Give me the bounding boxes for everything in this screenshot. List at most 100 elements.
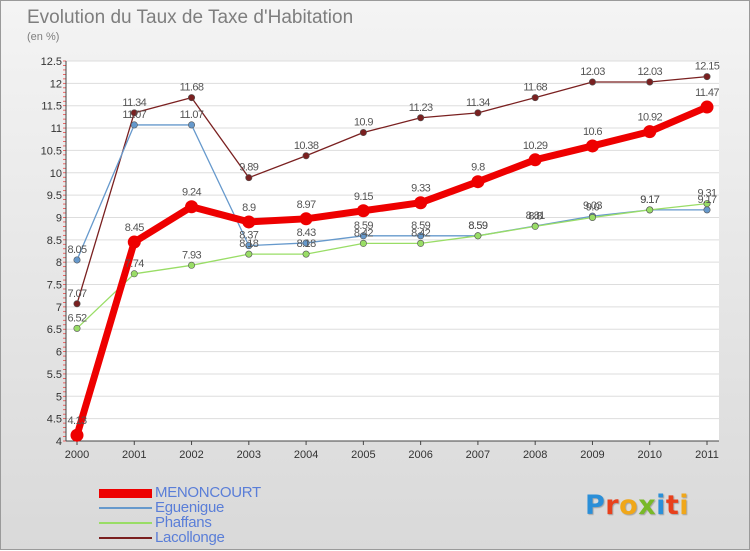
x-tick-label: 2008 <box>523 449 547 461</box>
series-line-phaffans <box>76 202 708 329</box>
legend-label: Phaffans <box>155 514 212 531</box>
data-point-menoncourt <box>585 139 599 153</box>
data-label-eguenigue: 8.81 <box>526 210 545 222</box>
data-label-menoncourt: 4.13 <box>67 415 86 427</box>
chart-title: Evolution du Taux de Taxe d'Habitation <box>27 7 354 28</box>
data-point-phaffans <box>188 261 196 269</box>
logo-letter: o <box>619 490 639 521</box>
data-point-lacollonge <box>646 78 654 86</box>
data-label-phaffans: 6.52 <box>67 312 86 324</box>
data-label-phaffans: 8.18 <box>239 238 258 250</box>
data-point-lacollonge <box>531 94 539 102</box>
data-label-lacollonge: 11.68 <box>523 82 547 94</box>
data-label-layer: 4.13 8.45 9.24 8.9 8.97 9.15 9.33 9.8 10.29 10.6 1… <box>67 61 720 428</box>
x-tick-label: 2011 <box>695 449 719 461</box>
data-point-phaffans <box>302 250 310 258</box>
x-tick-label: 2000 <box>65 449 89 461</box>
data-label-eguenigue: 8.43 <box>297 227 316 239</box>
x-tick-label: 2010 <box>637 449 661 461</box>
data-label-lacollonge: 7.07 <box>67 288 86 300</box>
data-point-lacollonge <box>417 114 425 122</box>
y-tick-label: 5.5 <box>47 369 62 381</box>
data-point-phaffans <box>646 206 654 214</box>
grid-layer <box>66 60 719 442</box>
y-tick-label: 5 <box>56 391 62 403</box>
data-point-menoncourt <box>643 125 657 139</box>
data-label-phaffans: 9.17 <box>640 194 659 206</box>
logo-letter: x <box>638 490 657 521</box>
logo-letter: P <box>585 490 606 521</box>
data-label-menoncourt: 8.97 <box>297 199 316 211</box>
data-point-phaffans <box>359 239 367 247</box>
data-label-eguenigue: 9.17 <box>697 194 716 206</box>
y-tick-label: 4.5 <box>47 414 62 426</box>
y-tick-label: 9.5 <box>47 190 62 202</box>
data-label-menoncourt: 9.15 <box>354 191 373 203</box>
logo-letter: r <box>605 490 620 521</box>
data-point-eguenigue <box>130 121 138 129</box>
data-point-phaffans <box>588 213 596 221</box>
data-point-menoncourt <box>70 428 84 442</box>
data-point-menoncourt <box>242 215 256 229</box>
proxiti-logo: Proxiti <box>585 490 689 521</box>
legend-label: Lacollonge <box>155 529 225 546</box>
data-point-lacollonge <box>130 109 138 117</box>
data-point-menoncourt <box>414 196 428 210</box>
y-tick-label: 6.5 <box>47 324 62 336</box>
x-tick-label: 2005 <box>351 449 375 461</box>
x-tick-label: 2003 <box>237 449 261 461</box>
data-label-menoncourt: 9.24 <box>182 187 201 199</box>
data-label-lacollonge: 12.03 <box>580 66 605 78</box>
data-label-phaffans: 8.59 <box>468 220 487 232</box>
data-label-phaffans: 7.74 <box>125 258 144 270</box>
data-point-phaffans <box>130 270 138 278</box>
data-label-phaffans: 8.42 <box>354 227 373 239</box>
axis-layer: 44.555.566.577.588.599.51010.51111.51212… <box>41 56 719 461</box>
data-point-phaffans <box>531 222 539 230</box>
y-tick-label: 10 <box>50 168 62 180</box>
data-label-lacollonge: 12.15 <box>695 61 720 73</box>
data-label-menoncourt: 11.47 <box>695 87 719 99</box>
y-tick-label: 12 <box>50 78 62 90</box>
y-tick-label: 10.5 <box>41 145 62 157</box>
data-label-lacollonge: 11.34 <box>466 97 490 109</box>
data-label-eguenigue: 8.05 <box>67 244 86 256</box>
legend-swatch <box>99 537 152 539</box>
data-label-lacollonge: 12.03 <box>637 66 662 78</box>
data-point-eguenigue <box>417 232 425 240</box>
legend-label: MENONCOURT <box>155 484 261 501</box>
data-point-lacollonge <box>588 78 596 86</box>
data-label-eguenigue: 9.17 <box>640 194 659 206</box>
data-point-menoncourt <box>127 235 141 249</box>
series-layer <box>73 75 711 439</box>
data-point-lacollonge <box>359 129 367 137</box>
series-line-eguenigue <box>76 124 708 261</box>
data-label-lacollonge: 10.38 <box>294 140 319 152</box>
data-label-phaffans: 9.0 <box>586 201 600 213</box>
data-point-phaffans <box>703 200 711 208</box>
data-label-eguenigue: 9.03 <box>583 200 602 212</box>
data-point-eguenigue <box>245 242 253 250</box>
legend-swatch <box>99 488 152 498</box>
y-tick-label: 12.5 <box>41 56 62 68</box>
marker-layer <box>70 73 714 442</box>
y-tick-label: 6 <box>56 347 62 359</box>
data-point-lacollonge <box>245 174 253 182</box>
data-label-phaffans: 8.8 <box>528 210 542 222</box>
y-tick-label: 11.5 <box>41 101 62 113</box>
data-point-eguenigue <box>302 239 310 247</box>
data-label-eguenigue: 8.59 <box>411 220 430 232</box>
data-point-lacollonge <box>73 300 81 308</box>
data-point-menoncourt <box>471 175 485 189</box>
y-tick-label: 4 <box>56 436 62 448</box>
data-point-lacollonge <box>703 73 711 81</box>
data-point-eguenigue <box>703 206 711 214</box>
data-point-eguenigue <box>73 256 81 264</box>
data-label-menoncourt: 9.8 <box>471 162 485 174</box>
data-label-lacollonge: 11.34 <box>122 97 146 109</box>
legend-swatch <box>99 522 152 524</box>
series-line-lacollonge <box>76 75 708 305</box>
data-label-menoncourt: 9.33 <box>411 183 430 195</box>
